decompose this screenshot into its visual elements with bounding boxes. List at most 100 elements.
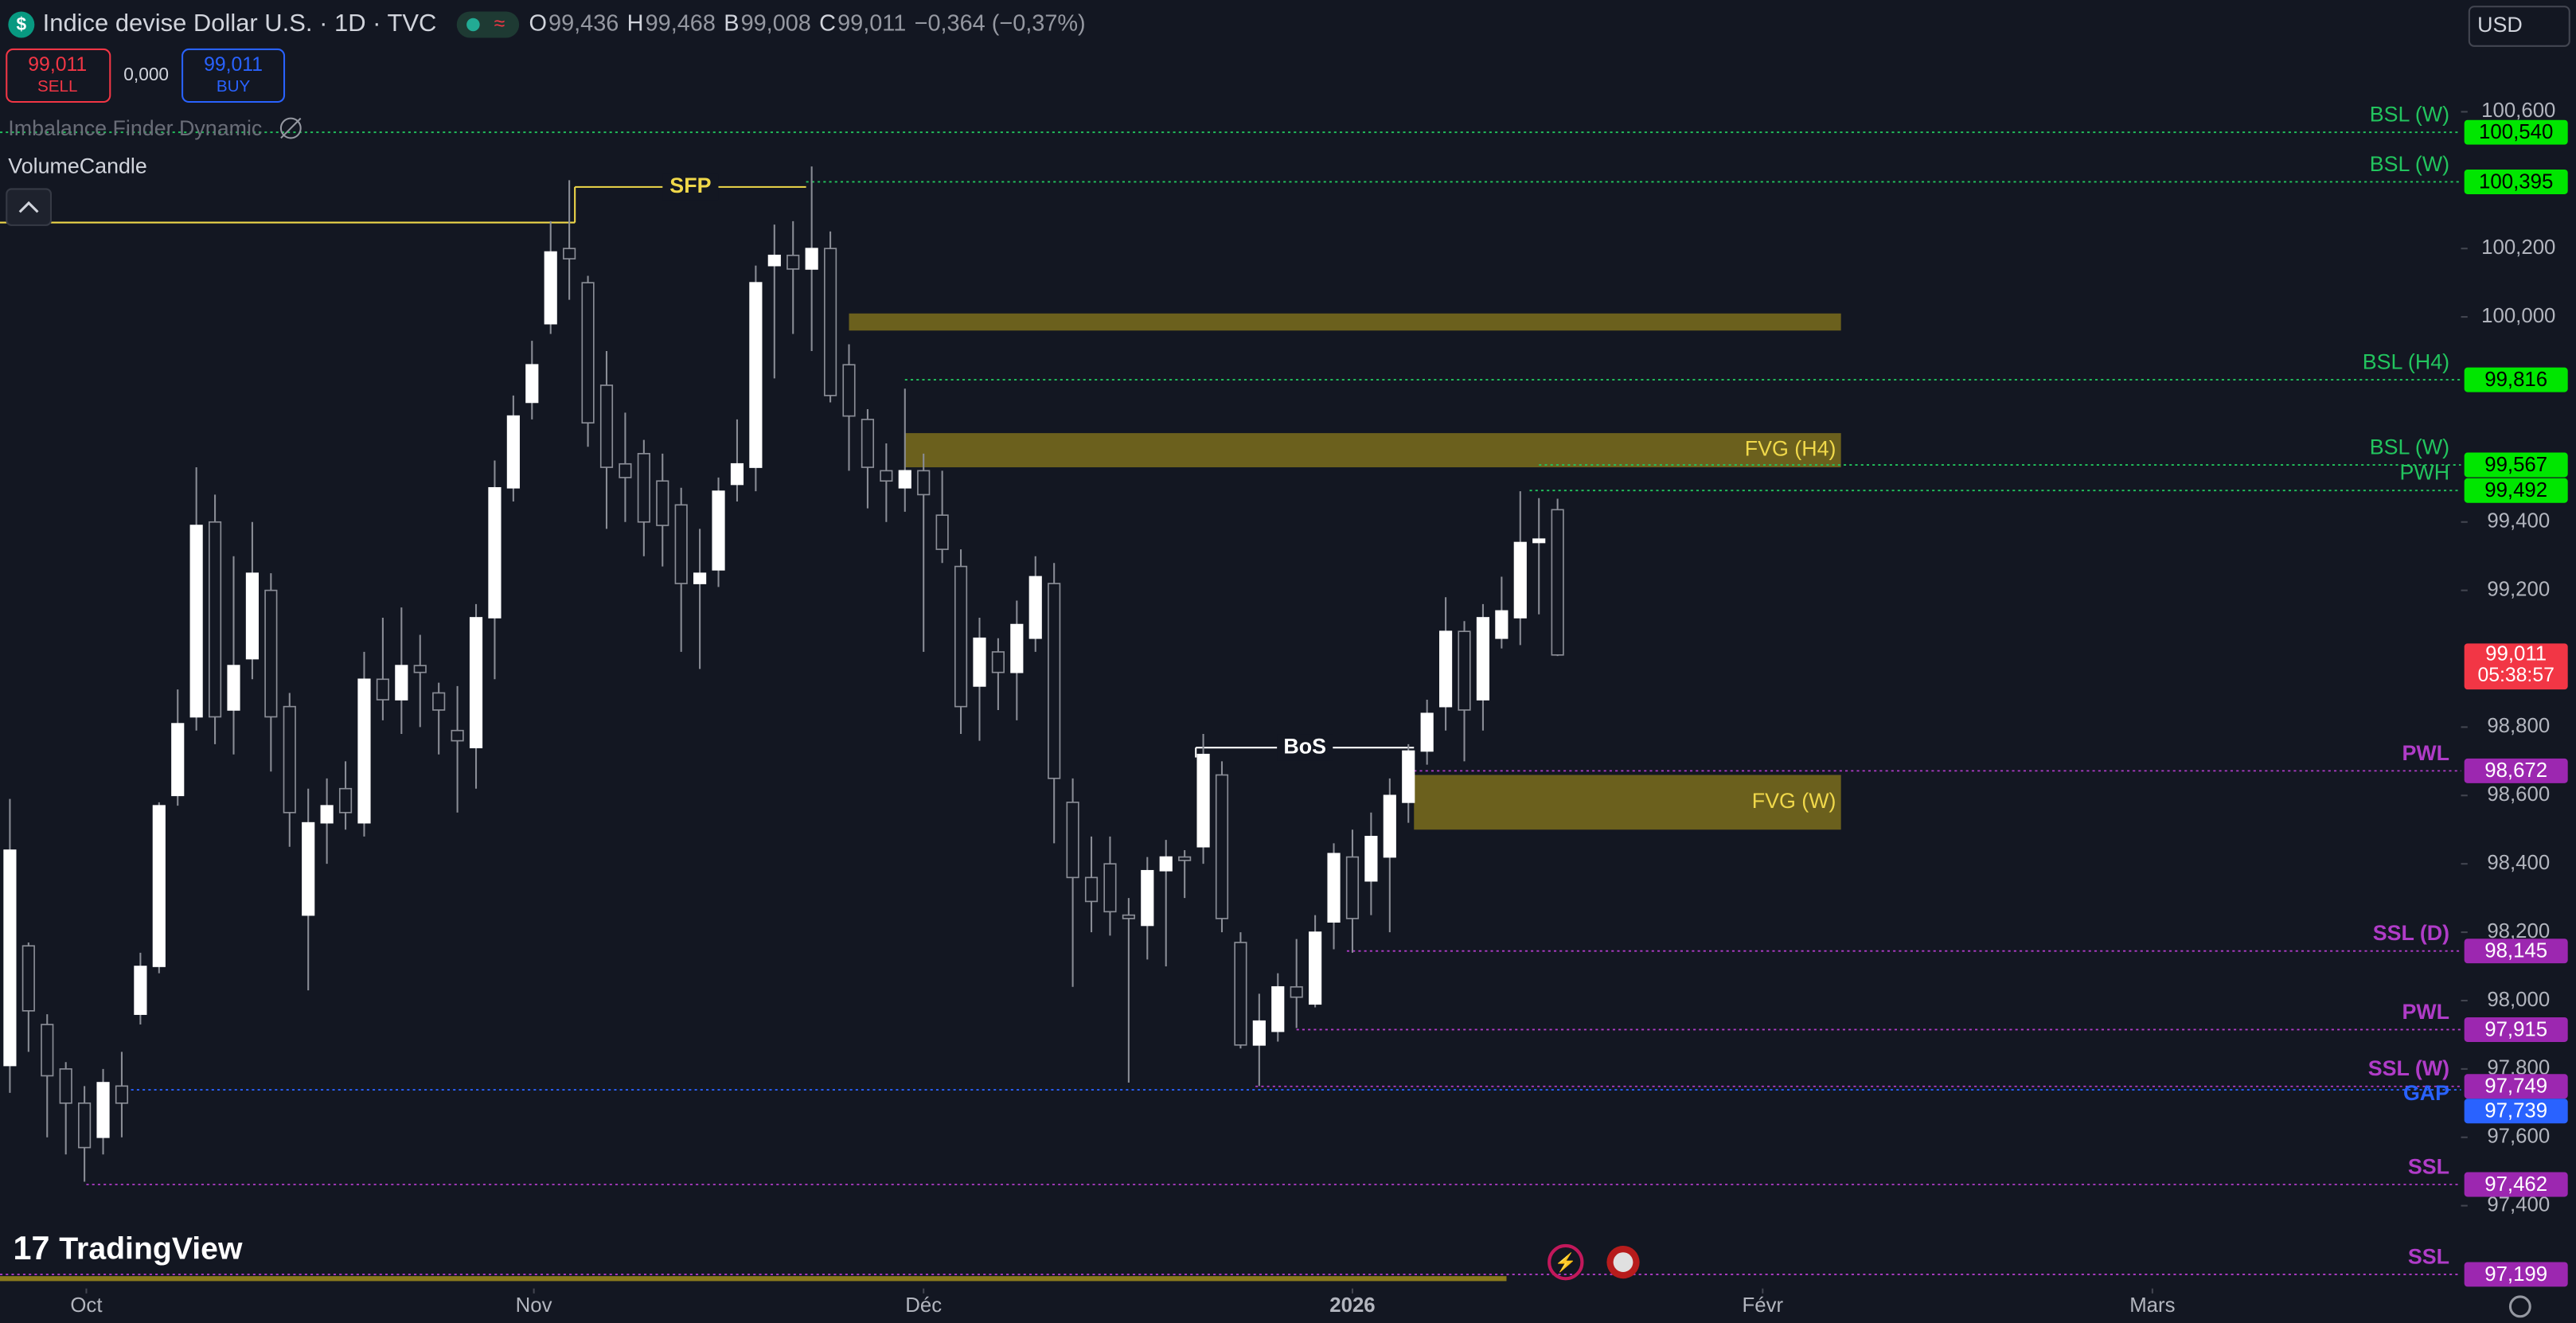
fvg-label: FVG (H4) <box>1745 437 1836 461</box>
level-tag <box>2464 452 2568 478</box>
level-tag-label: 97,462 <box>2484 1173 2547 1196</box>
brand-logo: 17 <box>14 1230 50 1266</box>
candle-body <box>898 470 911 489</box>
candle-body <box>563 248 576 260</box>
candle-body <box>1271 985 1285 1032</box>
ohlc: O 99,436 H 99,468 B 99,008 C 99,011 −0,364 (−0,3… <box>529 11 1086 37</box>
currency[interactable]: USD <box>2477 13 2523 37</box>
candle-body <box>786 254 800 270</box>
overlay: $ Indice devise Dollar U.S. · 1D · TVC ≈… <box>0 6 2570 1318</box>
level-name: SSL (W) <box>2368 1056 2449 1080</box>
ohlc-value: 99,468 <box>646 11 716 37</box>
candle-body <box>1476 617 1490 701</box>
indicator-name[interactable]: Imbalance Finder Dynamic <box>8 116 262 140</box>
candle-body <box>1551 509 1564 656</box>
candle-body <box>1178 856 1192 861</box>
level-tag <box>2464 758 2568 783</box>
ohlc-value: 99,436 <box>548 11 619 37</box>
y-tick-label: 97,600 <box>2487 1126 2550 1148</box>
candle-body <box>208 521 222 718</box>
candle-body <box>991 651 1005 673</box>
candle-body <box>730 462 744 486</box>
level-name: SSL <box>2408 1154 2449 1178</box>
level-tag-label: 97,915 <box>2484 1018 2547 1040</box>
y-tick-label: 98,400 <box>2487 852 2550 874</box>
level-name: BSL (W) <box>2370 152 2449 176</box>
candle-body <box>1234 942 1247 1046</box>
candle-body <box>656 480 669 526</box>
sell-button[interactable] <box>6 48 111 103</box>
level-name: PWL <box>2402 1000 2449 1024</box>
candle-body <box>1495 610 1509 639</box>
x-tick-label: Mars <box>2129 1294 2175 1317</box>
spread: 0,000 <box>123 64 169 84</box>
ohlc-key: H <box>627 11 644 37</box>
ohlc-key: B <box>724 11 739 37</box>
visibility-slash <box>280 117 302 139</box>
y-tick-label: 99,400 <box>2487 510 2550 533</box>
chart-title: Indice devise Dollar U.S. · 1D · TVC <box>43 9 437 37</box>
level-tag <box>2464 1262 2568 1287</box>
level-tag-label: 99,816 <box>2484 369 2547 391</box>
level-tag-label: 100,395 <box>2479 170 2553 193</box>
symbol-icon-glyph: $ <box>17 14 27 34</box>
candle-body <box>357 678 371 824</box>
candle-body <box>973 637 986 687</box>
ohlc-key: C <box>819 11 836 37</box>
annotation-bg <box>662 174 719 201</box>
ohlc-key: O <box>529 11 547 37</box>
last-price-tag <box>2464 643 2568 690</box>
annotation-bg <box>1277 734 1333 761</box>
candle-body <box>338 787 353 814</box>
buy-button[interactable] <box>181 48 286 103</box>
collapse-icon <box>18 201 39 213</box>
candle-body <box>264 589 278 718</box>
event-icon[interactable] <box>1548 1243 1584 1281</box>
candle-body <box>1345 856 1360 919</box>
sell-label[interactable]: SELL <box>37 77 77 96</box>
candle-body <box>637 453 650 523</box>
level-name: GAP <box>2403 1081 2449 1105</box>
candle-body <box>935 514 949 550</box>
collapse-button[interactable] <box>6 188 53 226</box>
candle-body <box>581 282 595 424</box>
buy-label[interactable]: BUY <box>217 77 251 96</box>
fvg-zone <box>849 313 1841 331</box>
currency-button[interactable] <box>2468 6 2570 47</box>
fvg-label: FVG (W) <box>1752 789 1836 813</box>
candle-body <box>283 705 296 814</box>
indicator-name[interactable]: VolumeCandle <box>8 154 146 178</box>
ohlc-value: 99,008 <box>741 11 811 37</box>
candle-body <box>917 470 931 496</box>
sell-price[interactable]: 99,011 <box>28 54 87 76</box>
candle-body <box>134 966 147 1015</box>
fvg-zone <box>904 433 1841 468</box>
candle-body <box>880 470 893 482</box>
y-tick-label: 98,600 <box>2487 783 2550 806</box>
ohlc-change: −0,364 (−0,37%) <box>915 11 1086 37</box>
ohlc-value: 99,011 <box>837 11 906 37</box>
candle-body <box>395 665 408 701</box>
candle-body <box>1420 712 1434 752</box>
level-name: SSL (D) <box>2373 921 2449 945</box>
x-tick-label: 2026 <box>1329 1294 1375 1317</box>
countdown: 05:38:57 <box>2477 665 2554 686</box>
candle-body <box>96 1082 110 1138</box>
candle-body <box>432 692 446 711</box>
settings-icon[interactable] <box>2508 1295 2531 1318</box>
annotation-label: BoS <box>1283 734 1326 758</box>
buy-price[interactable]: 99,011 <box>204 54 263 76</box>
level-tag <box>2464 939 2568 964</box>
level-tag-label: 100,540 <box>2479 121 2553 143</box>
candle-body <box>1327 853 1341 923</box>
candle-body <box>544 251 557 325</box>
candle-body <box>1438 630 1453 708</box>
visibility-icon[interactable] <box>279 117 302 139</box>
level-tag <box>2464 1074 2568 1099</box>
y-tick-label: 98,800 <box>2487 715 2550 737</box>
candle-body <box>171 723 185 797</box>
level-name: PWL <box>2402 741 2449 765</box>
candle-body <box>823 248 837 396</box>
x-tick-label: Févr <box>1742 1294 1783 1317</box>
level-tag-label: 99,567 <box>2484 454 2547 476</box>
